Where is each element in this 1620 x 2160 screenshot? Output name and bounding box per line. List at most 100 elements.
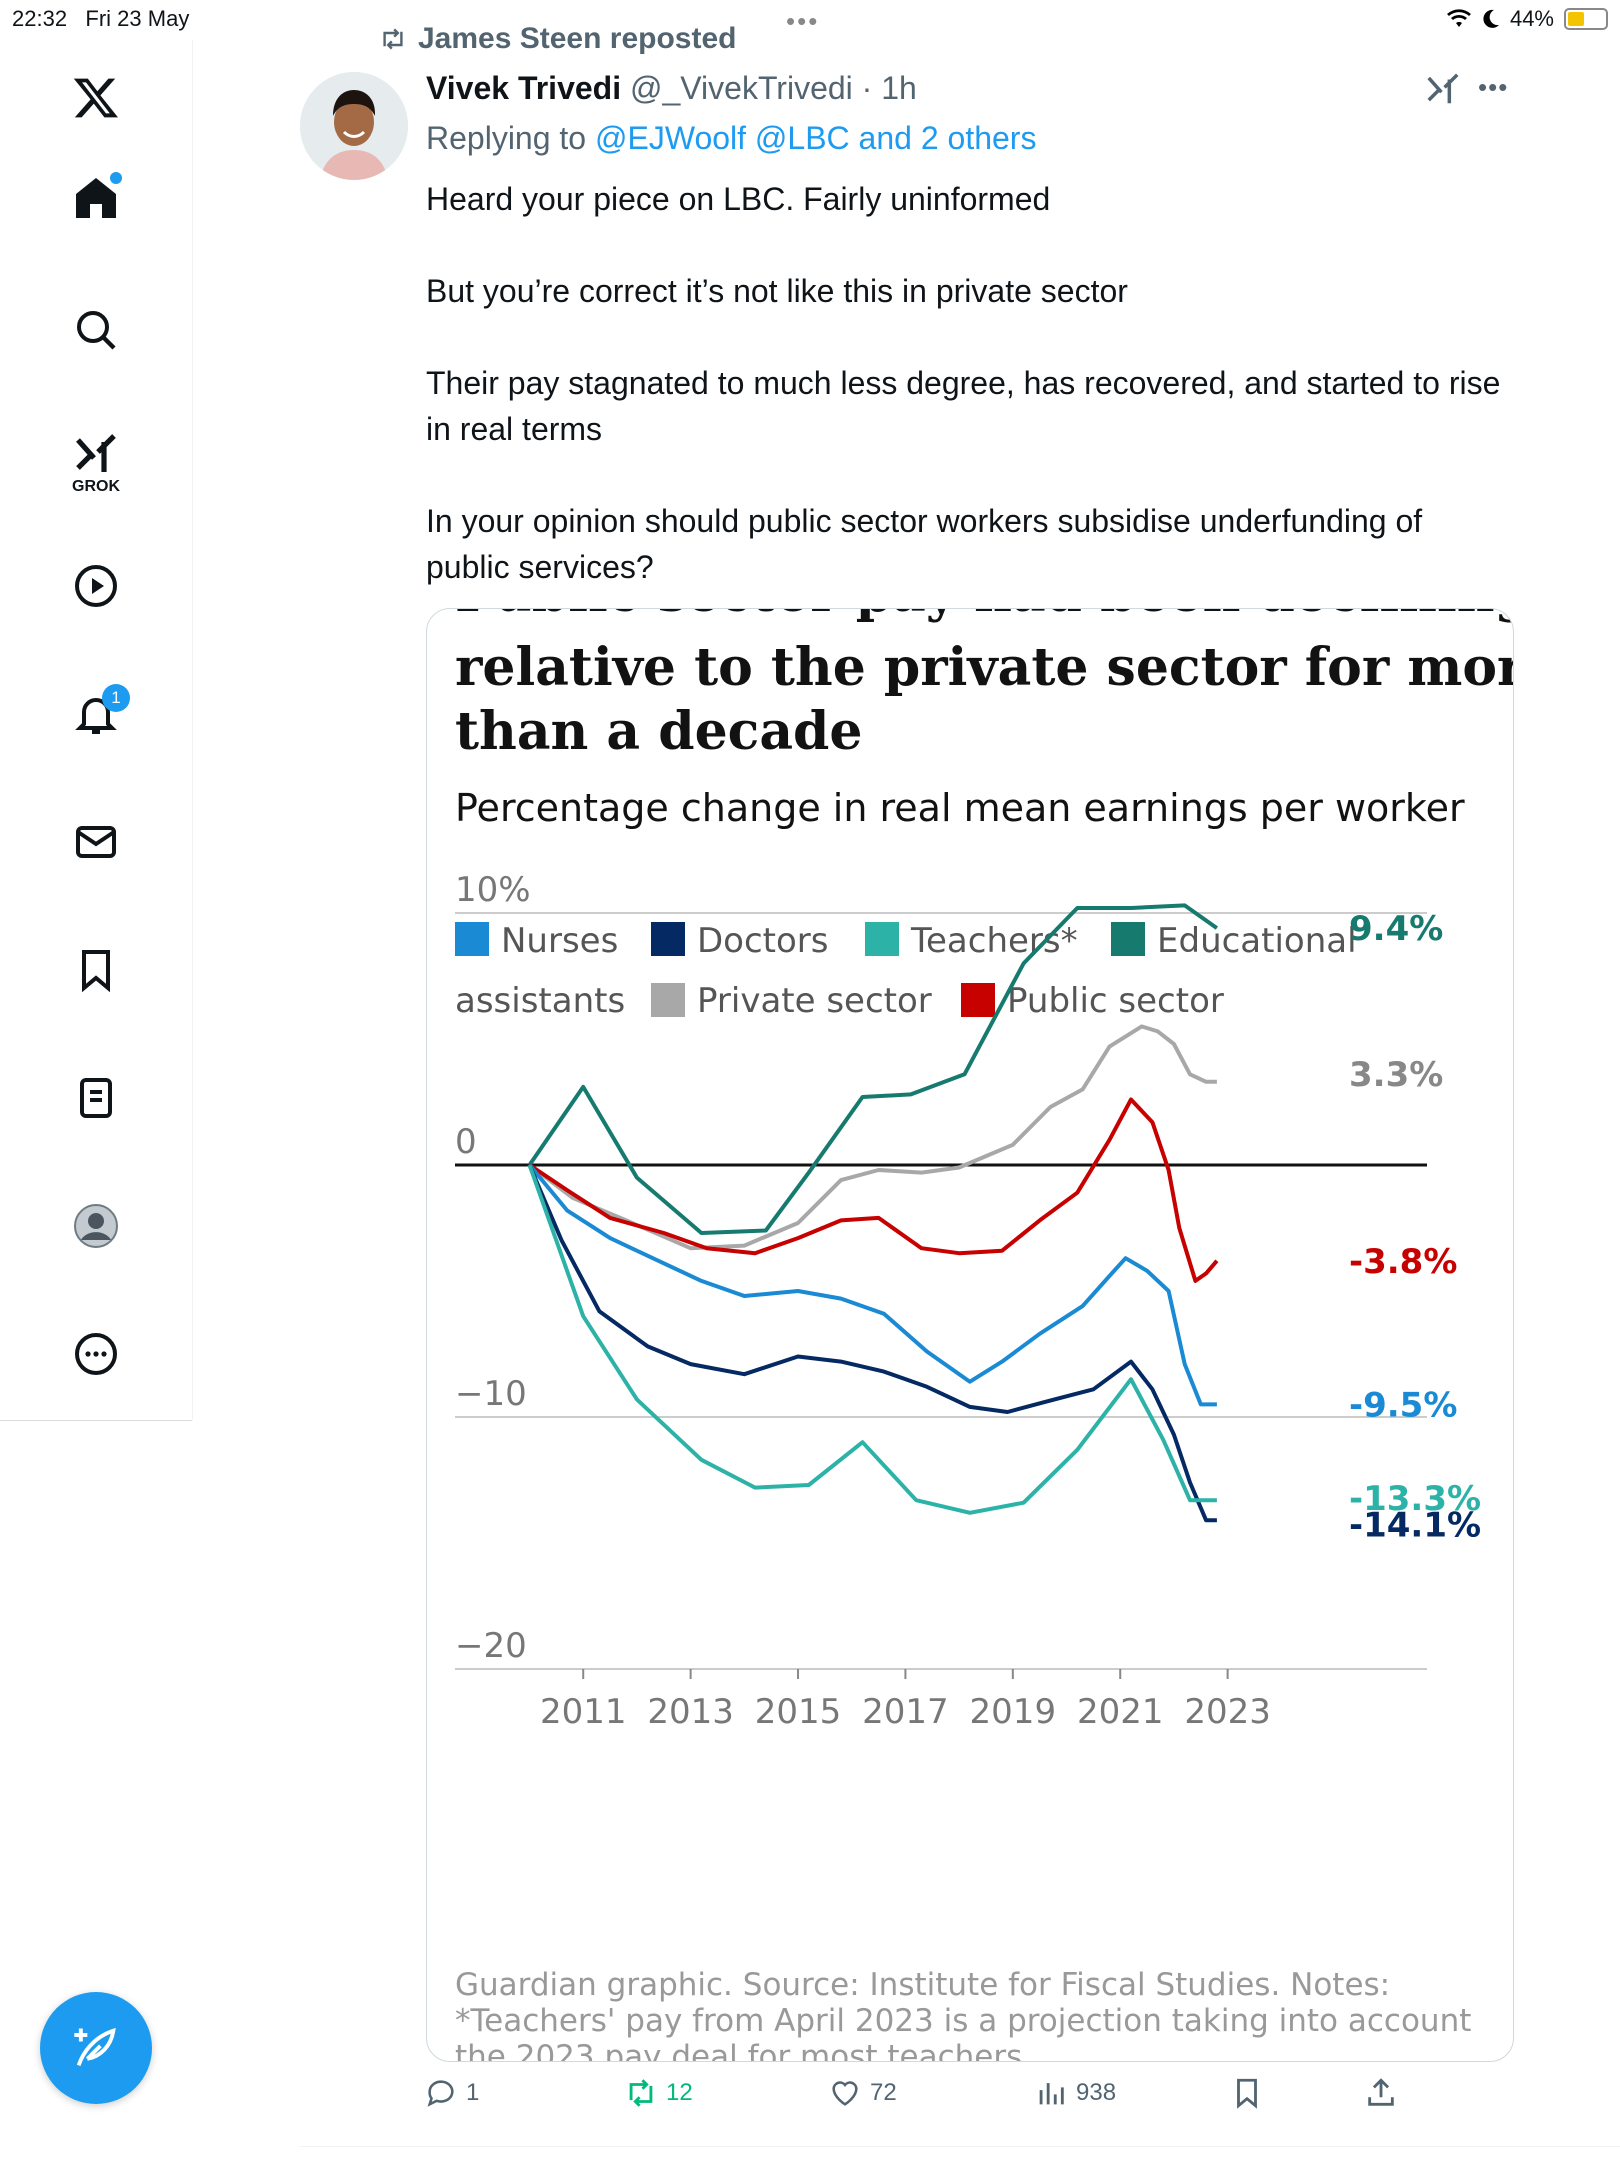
legend-label-private: Private sector (697, 981, 932, 1021)
chart-footnote: Guardian graphic. Source: Institute for … (455, 1967, 1390, 2003)
legend-label-teachers: Teachers* (910, 921, 1078, 961)
y-tick-label: 0 (455, 1122, 477, 1162)
grok-icon[interactable] (64, 422, 128, 486)
y-tick-label: 10% (455, 870, 531, 910)
share-icon (1368, 2078, 1394, 2106)
chart-footnote: the 2023 pay deal for most teachers (455, 2039, 1022, 2061)
repost-count: 12 (666, 2079, 693, 2106)
multitasking-dots-icon[interactable]: ••• (786, 6, 820, 36)
author-name[interactable]: Vivek Trivedi (426, 70, 622, 106)
chart-footnote: *Teachers' pay from April 2023 is a proj… (455, 2003, 1471, 2039)
tweet-text: Heard your piece on LBC. Fairly uninform… (426, 176, 1506, 636)
compose-post-button[interactable] (40, 1992, 152, 2104)
series-end-label: -14.1% (1349, 1505, 1481, 1545)
legend-swatch-teachers (865, 922, 899, 956)
x-tick-label: 2013 (647, 1692, 734, 1732)
chart-title-cut: Public sector pay had been declining (455, 609, 1513, 624)
chart-subtitle: Percentage change in real mean earnings … (455, 786, 1465, 830)
series-line-teachers- (527, 1164, 1217, 1515)
series-line-educational-assistants (527, 903, 1219, 1235)
series-line-doctors (527, 1164, 1217, 1523)
lists-icon[interactable] (64, 1066, 128, 1130)
bookmarks-icon[interactable] (64, 938, 128, 1002)
repost-icon (629, 2079, 653, 2107)
moon-icon (1483, 9, 1499, 28)
legend-label-doctors: Doctors (697, 921, 829, 961)
more-icon[interactable] (64, 1322, 128, 1386)
home-unread-dot (110, 172, 122, 184)
replying-to: Replying to @EJWoolf @LBC and 2 others (426, 120, 1037, 156)
share-button[interactable] (1364, 2076, 1398, 2110)
battery-percent: 44% (1509, 6, 1554, 31)
legend-label-educational: Educational (1157, 921, 1357, 961)
legend-swatch-doctors (651, 922, 685, 956)
author-avatar[interactable] (300, 72, 408, 180)
replying-to-links[interactable]: @EJWoolf @LBC and 2 others (594, 120, 1037, 156)
grok-explain-icon[interactable] (1424, 70, 1462, 108)
sidebar-divider (0, 1420, 192, 1421)
sidebar: GROK 1 (0, 40, 193, 1421)
home-icon[interactable] (64, 166, 128, 230)
like-count: 72 (870, 2079, 897, 2106)
notifications-icon[interactable]: 1 (64, 682, 130, 746)
series-end-label: -9.5% (1349, 1385, 1457, 1425)
legend-swatch-educational (1111, 922, 1145, 956)
x-tick-label: 2015 (755, 1692, 842, 1732)
x-tick-label: 2017 (862, 1692, 949, 1732)
line-chart: Public sector pay had been declining rel… (455, 609, 1513, 2061)
chart-image-card[interactable]: Public sector pay had been declining rel… (426, 608, 1514, 2062)
series-end-label: -13.3% (1349, 1479, 1481, 1519)
bookmark-icon (1237, 2078, 1257, 2109)
view-count: 938 (1076, 2079, 1117, 2106)
video-icon[interactable] (64, 554, 128, 618)
author-handle[interactable]: @_VivekTrivedi (629, 70, 853, 106)
avatar-photo (300, 72, 408, 180)
chart-title-line: than a decade (455, 701, 862, 762)
post-more-icon[interactable]: ••• (1478, 72, 1509, 102)
legend-label-public: Public sector (1007, 981, 1224, 1021)
x-tick-label: 2023 (1184, 1692, 1271, 1732)
legend-label-assistants: assistants (455, 981, 625, 1021)
repost-button[interactable]: 12 (624, 2076, 693, 2110)
series-end-label: 3.3% (1349, 1055, 1443, 1095)
legend-swatch-nurses (455, 922, 489, 956)
reply-count: 1 (466, 2079, 480, 2106)
legend-swatch-public (961, 983, 995, 1017)
grok-label: GROK (72, 478, 120, 495)
series-end-label: -3.8% (1349, 1242, 1457, 1282)
status-time: 22:32 Fri 23 May (12, 6, 190, 31)
legend-swatch-private (651, 983, 685, 1017)
x-tick-label: 2019 (970, 1692, 1057, 1732)
battery-icon (1564, 8, 1608, 30)
chart-title-line: relative to the private sector for more (455, 637, 1513, 698)
wifi-icon (1446, 9, 1471, 27)
tweet-paragraph: Heard your piece on LBC. Fairly uninform… (426, 181, 1051, 217)
post-divider (300, 2146, 1620, 2147)
views-button[interactable]: 938 (1034, 2076, 1116, 2110)
status-indicators: 44% (1446, 6, 1608, 32)
post-time[interactable]: · 1h (861, 70, 917, 106)
series-end-label: 9.4% (1349, 909, 1443, 949)
x-logo-icon[interactable] (64, 66, 128, 130)
tweet-header: Vivek Trivedi @_VivekTrivedi · 1h (426, 70, 917, 107)
bookmark-button[interactable] (1230, 2076, 1264, 2110)
search-icon[interactable] (64, 298, 128, 362)
y-tick-label: −10 (455, 1374, 527, 1414)
profile-icon[interactable] (64, 1194, 128, 1258)
repost-icon (383, 28, 403, 50)
reply-button[interactable]: 1 (424, 2076, 479, 2110)
post-actions: 1 12 72 938 (424, 2076, 1424, 2116)
tweet-paragraph: Their pay stagnated to much less degree,… (426, 365, 1501, 447)
repost-indicator[interactable]: James Steen reposted (378, 22, 736, 56)
legend-label-nurses: Nurses (501, 921, 618, 961)
messages-icon[interactable] (64, 810, 128, 874)
heart-icon (832, 2081, 858, 2106)
notifications-badge: 1 (102, 684, 130, 712)
repost-by-text: James Steen reposted (418, 22, 737, 55)
like-button[interactable]: 72 (828, 2076, 897, 2110)
reply-icon (427, 2080, 454, 2107)
x-tick-label: 2011 (540, 1692, 627, 1732)
series-line-private-sector (528, 1024, 1217, 1251)
status-bar: 22:32 Fri 23 May ••• 44% (0, 0, 1620, 40)
tweet-paragraph: In your opinion should public sector wor… (426, 503, 1423, 585)
